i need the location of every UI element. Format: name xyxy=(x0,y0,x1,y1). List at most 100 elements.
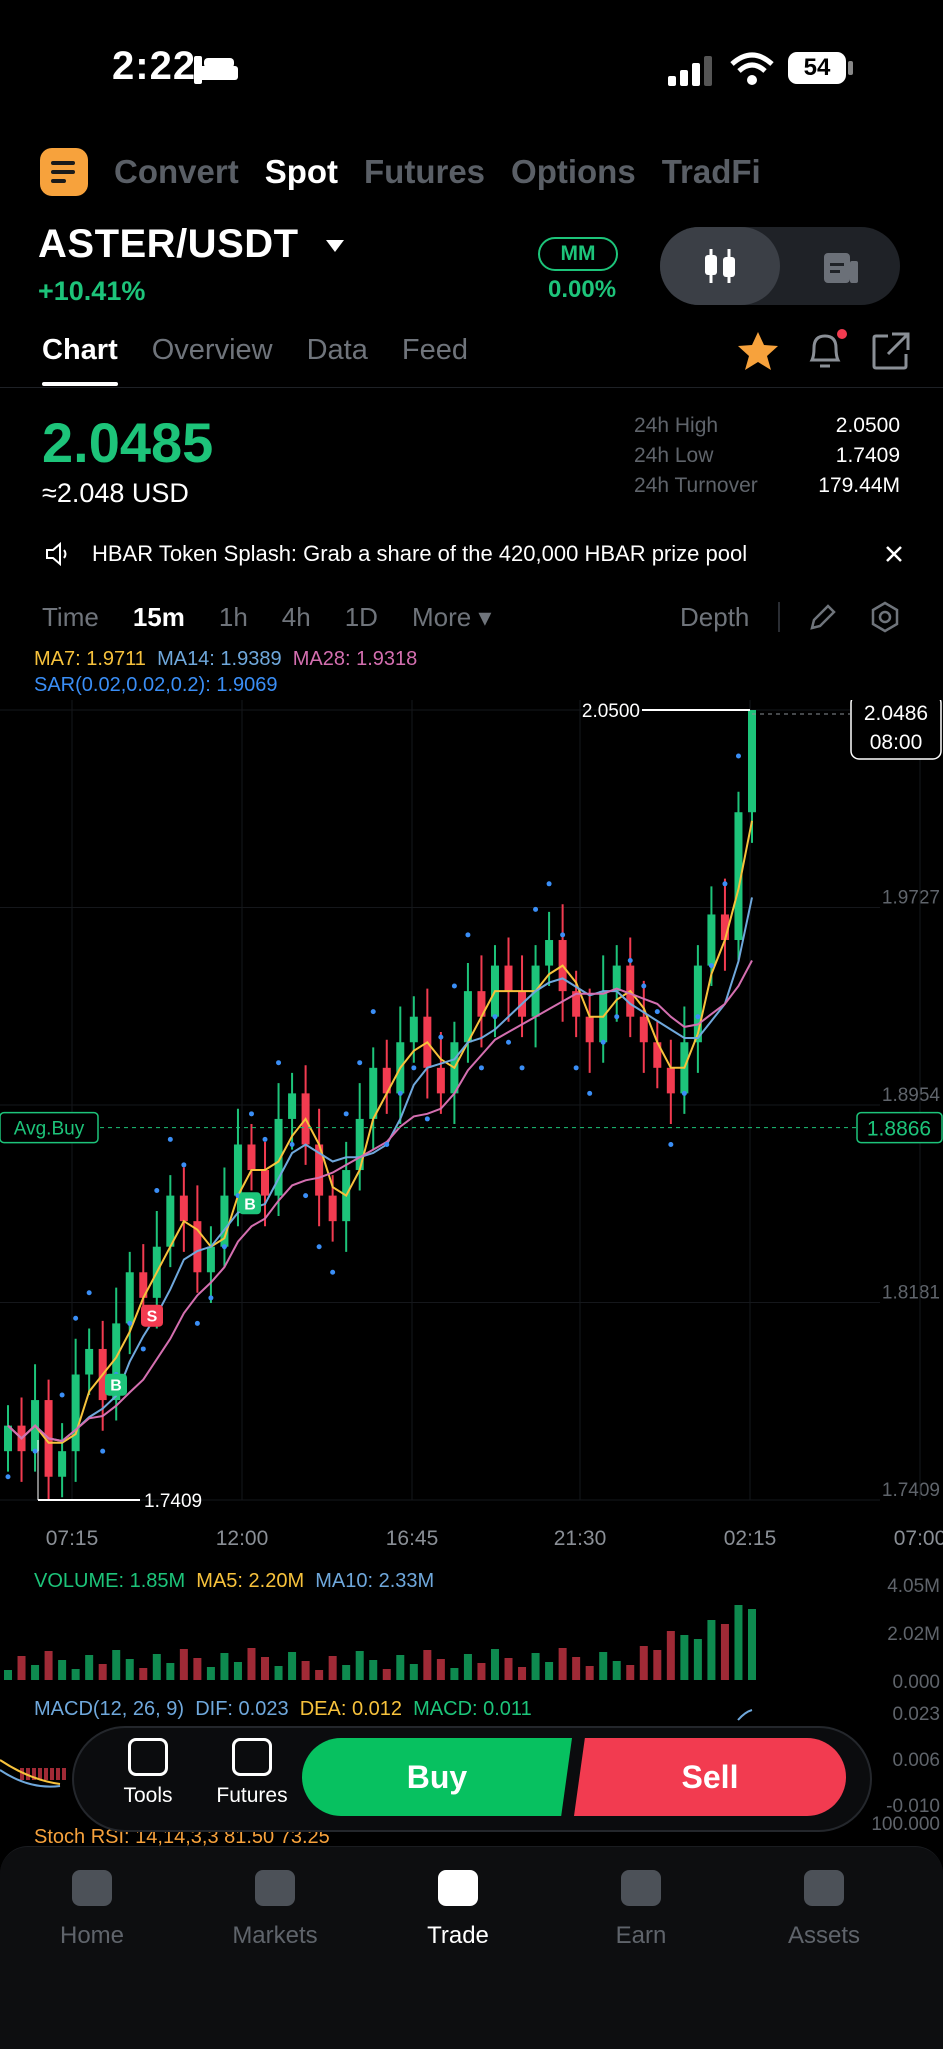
sar-dot xyxy=(73,1315,79,1321)
futures-icon xyxy=(232,1738,272,1776)
nav-trade[interactable]: Trade xyxy=(398,1870,518,1950)
top-nav-options[interactable]: Options xyxy=(511,153,636,190)
timeframe-1d[interactable]: 1D xyxy=(344,602,378,632)
battery-tip xyxy=(848,61,853,75)
volume-bar xyxy=(666,1631,675,1680)
dea-label: DEA: 0.012 xyxy=(299,1698,402,1720)
candlestick-icon xyxy=(705,249,735,283)
candle-body xyxy=(166,1195,175,1247)
announcement-banner[interactable]: HBAR Token Splash: Grab a share of the 4… xyxy=(44,536,904,572)
trade-marker-label: S xyxy=(147,1309,158,1326)
nav-home[interactable]: Home xyxy=(32,1870,152,1950)
trade-marker xyxy=(105,1373,127,1396)
candle-body xyxy=(585,1016,594,1043)
sar-dot xyxy=(208,1295,214,1301)
avg-buy-value: 1.8866 xyxy=(867,1118,931,1141)
price-change: +10.41% xyxy=(38,276,146,306)
buy-button[interactable]: Buy xyxy=(302,1738,572,1816)
macd-legend: MACD(12, 26, 9) DIF: 0.023 DEA: 0.012 MA… xyxy=(34,1698,532,1721)
close-icon[interactable] xyxy=(884,544,904,564)
x-tick-label: 07:00 xyxy=(894,1527,943,1550)
sar-dot xyxy=(316,1244,322,1250)
menu-logo-icon[interactable] xyxy=(40,148,88,196)
tab-chart[interactable]: Chart xyxy=(42,334,118,386)
orderbook-icon[interactable] xyxy=(820,249,860,285)
timeframe-time[interactable]: Time xyxy=(42,602,99,632)
x-tick-label: 12:00 xyxy=(216,1527,269,1550)
volume-bar xyxy=(626,1665,635,1680)
high-marker-label: 2.0500 xyxy=(582,701,640,722)
volume-bar xyxy=(342,1665,351,1680)
status-time: 2:22 xyxy=(112,44,197,88)
pencil-icon[interactable] xyxy=(808,602,838,632)
sar-dot xyxy=(140,1346,146,1352)
candle-body xyxy=(247,1144,256,1171)
chart-mode-toggle[interactable] xyxy=(660,227,900,305)
nav-markets[interactable]: Markets xyxy=(215,1870,335,1950)
tab-feed[interactable]: Feed xyxy=(401,334,468,366)
volume-bar xyxy=(693,1639,702,1680)
timeframe-4h[interactable]: 4h xyxy=(281,602,311,632)
ma14-label: MA14: 1.9389 xyxy=(157,648,282,670)
moving-average-line xyxy=(7,820,753,1444)
sar-dot xyxy=(465,932,471,938)
candle-body xyxy=(58,1451,67,1477)
volume-bar xyxy=(477,1663,486,1680)
volume-bar xyxy=(423,1650,432,1680)
last-price-label: 2.0486 xyxy=(864,702,928,725)
settings-icon[interactable] xyxy=(868,600,902,634)
signal-icon xyxy=(668,56,712,86)
price-chart[interactable]: 1.9727 1.8954 1.8181 1.7409 07:15 12:00 16:45 2… xyxy=(0,700,943,1550)
top-nav: Convert Spot Futures Options TradFi xyxy=(40,148,761,196)
volume-bar xyxy=(17,1656,26,1680)
wifi-icon xyxy=(730,52,774,85)
candle-mode-button[interactable] xyxy=(660,227,780,305)
volume-bar xyxy=(44,1651,53,1680)
futures-button[interactable]: Futures xyxy=(208,1738,296,1808)
pair-selector[interactable]: ASTER/USDT xyxy=(38,222,346,267)
volume-bar xyxy=(98,1664,107,1680)
sell-button[interactable]: Sell xyxy=(574,1738,846,1816)
timeframe-more[interactable]: More ▾ xyxy=(411,602,492,632)
star-icon[interactable] xyxy=(736,330,780,372)
nav-assets[interactable]: Assets xyxy=(764,1870,884,1950)
bell-icon[interactable] xyxy=(804,328,848,374)
sar-dot xyxy=(451,983,457,989)
dif-label: DIF: 0.023 xyxy=(195,1698,289,1720)
volume-bar xyxy=(125,1659,134,1680)
volume-bar xyxy=(233,1662,242,1680)
depth-button[interactable]: Depth xyxy=(680,602,750,632)
sar-dot xyxy=(519,1065,525,1071)
tools-button[interactable]: Tools xyxy=(104,1738,192,1808)
bed-icon xyxy=(194,56,238,84)
sar-dot xyxy=(533,906,539,912)
tab-overview[interactable]: Overview xyxy=(151,334,273,366)
timeframe-15m[interactable]: 15m xyxy=(132,602,185,632)
sar-dot xyxy=(614,1014,620,1020)
top-nav-convert[interactable]: Convert xyxy=(114,153,239,190)
candle-body xyxy=(220,1195,229,1247)
mm-badge[interactable]: MM xyxy=(538,237,618,271)
macd-dea-line xyxy=(0,1759,61,1785)
timeframe-1h[interactable]: 1h xyxy=(218,602,248,632)
share-icon[interactable] xyxy=(870,330,912,372)
volume-bar xyxy=(707,1620,716,1680)
volume-bar xyxy=(193,1658,202,1680)
candle-body xyxy=(693,965,702,1043)
top-nav-spot[interactable]: Spot xyxy=(264,153,339,190)
sar-dot xyxy=(194,1320,200,1326)
last-price-time: 08:00 xyxy=(870,731,923,754)
nav-earn[interactable]: Earn xyxy=(581,1870,701,1950)
sar-dot xyxy=(424,1116,430,1122)
candle-body xyxy=(639,1016,648,1043)
earn-icon xyxy=(621,1870,661,1906)
trade-marker xyxy=(239,1192,261,1215)
volume-bar xyxy=(558,1648,567,1680)
top-nav-tradfi[interactable]: TradFi xyxy=(661,153,761,190)
sar-dot xyxy=(560,932,566,938)
macd-y-tick: 0.006 xyxy=(892,1750,940,1771)
top-nav-futures[interactable]: Futures xyxy=(364,153,486,190)
sar-dot xyxy=(600,1039,606,1045)
volume-bar xyxy=(220,1653,229,1680)
tab-data[interactable]: Data xyxy=(306,334,368,366)
